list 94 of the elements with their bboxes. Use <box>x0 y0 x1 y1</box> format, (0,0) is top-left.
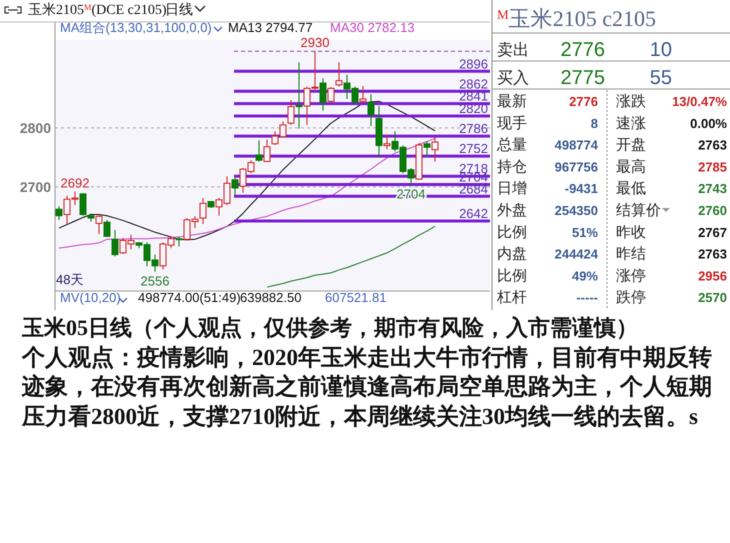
text: $^{M}$玉米2105 c2105 <box>497 6 656 31</box>
candlestick <box>80 192 86 216</box>
candlestick <box>112 229 118 257</box>
text: 最新 <box>497 93 527 110</box>
y-tick-label: 2800 <box>20 120 52 136</box>
text: 最高 <box>616 158 646 176</box>
text: 涨停 <box>616 267 646 284</box>
text: 607521.81 <box>325 290 386 305</box>
text: 开盘 <box>616 136 646 154</box>
candlestick <box>336 62 342 88</box>
text: 卖出 <box>497 41 529 59</box>
candlestick <box>320 78 326 112</box>
text: 2763 <box>698 138 727 153</box>
text: 比例 <box>497 224 527 241</box>
text: 2767 <box>698 224 727 240</box>
text: -9431 <box>564 181 598 196</box>
text: 0.00% <box>690 116 728 131</box>
ref-line-label: 2896 <box>459 56 488 72</box>
ref-line-label: 2752 <box>459 141 488 156</box>
text: 244424 <box>554 246 599 262</box>
ref-line-label: 2820 <box>459 101 488 116</box>
line-series <box>58 100 436 240</box>
candlestick <box>368 94 374 127</box>
text: 2956 <box>698 268 727 284</box>
candlestick <box>104 219 110 238</box>
text: 639882.50 <box>240 290 302 305</box>
text: 昨收 <box>616 224 646 241</box>
text: 2763 <box>698 246 727 262</box>
text: 55 <box>650 67 672 89</box>
text: 内盘 <box>497 246 527 263</box>
text: MV(10,20) <box>60 290 121 305</box>
text: 昨结 <box>616 246 646 263</box>
text: 2760 <box>698 203 727 218</box>
text: 2776 <box>560 39 605 61</box>
candlestick <box>256 140 262 162</box>
text: 51% <box>572 224 598 240</box>
text: 玉米05日线（个人观点，仅供参考，期市有风险，入市需谨慎） <box>22 314 639 342</box>
text: 49% <box>572 268 598 284</box>
text: 跌停 <box>616 289 646 306</box>
text: 2776 <box>569 94 598 109</box>
text: MA30 2782.13 <box>330 20 415 35</box>
text: 比例 <box>497 267 527 284</box>
text: 254350 <box>554 203 598 218</box>
line-series <box>266 226 436 288</box>
candlestick <box>264 139 270 163</box>
annotation: 2692 <box>60 176 90 191</box>
text: 日增 <box>497 180 527 198</box>
text: 涨跌 <box>616 93 646 110</box>
ref-line-label: 2642 <box>459 206 488 222</box>
text: 最低 <box>616 180 646 198</box>
candlestick <box>96 214 102 234</box>
text: 日线 <box>165 2 193 18</box>
text: 现手 <box>497 114 527 132</box>
candlestick <box>360 85 366 104</box>
text: 买入 <box>497 69 529 87</box>
y-tick-label: 2700 <box>20 178 52 195</box>
ref-line-label: 2862 <box>459 76 488 92</box>
text: 2743 <box>698 181 727 196</box>
text: 玉米2105$^{M}$(DCE c2105) <box>28 2 167 18</box>
candlestick <box>432 136 438 162</box>
text: 498774 <box>554 138 599 153</box>
text: 持仓 <box>497 158 527 176</box>
text: 杠杆 <box>496 289 527 306</box>
text: 2570 <box>698 290 727 306</box>
ref-line-label: 2841 <box>459 88 488 104</box>
text: 498774.00(51:49) <box>138 290 241 305</box>
text: 10 <box>650 39 672 61</box>
candlestick <box>424 140 430 158</box>
text: 2775 <box>560 67 605 89</box>
text: 外盘 <box>497 202 527 219</box>
ref-line-label: 2786 <box>459 121 488 136</box>
text: ----- <box>576 290 598 306</box>
text: 8 <box>590 116 598 131</box>
annotation: 2556 <box>140 274 170 289</box>
annotation: 48天 <box>56 272 84 287</box>
text: 13/0.47% <box>672 94 728 109</box>
candlestick <box>56 206 62 220</box>
candlestick <box>232 177 238 197</box>
candlestick <box>384 134 390 150</box>
text: 2785 <box>698 159 727 174</box>
candlestick <box>200 198 206 224</box>
candlestick <box>296 62 302 129</box>
text: 967756 <box>554 159 598 174</box>
candlestick <box>176 236 182 247</box>
text: 总量 <box>496 136 527 154</box>
text: 个人观点：疫情影响，2020年玉米走出大牛市行情，目前有中期反转迹象，在没有再次创新高之前谨慎逢高布局空单思路为主，个人短期压力看2800近，支撑2710附近，本周继续关注30均线一线的去留。s <box>22 344 713 430</box>
text: MA组合(13,30,31,100,0,0) <box>60 20 212 35</box>
candlestick <box>328 86 334 103</box>
text: MA13 2794.77 <box>228 20 313 35</box>
text: 速涨 <box>616 114 646 132</box>
ref-line-label: 2684 <box>459 181 488 196</box>
text: 结算价 <box>616 202 661 219</box>
annotation: 2930 <box>300 35 330 50</box>
candlestick <box>288 100 294 126</box>
